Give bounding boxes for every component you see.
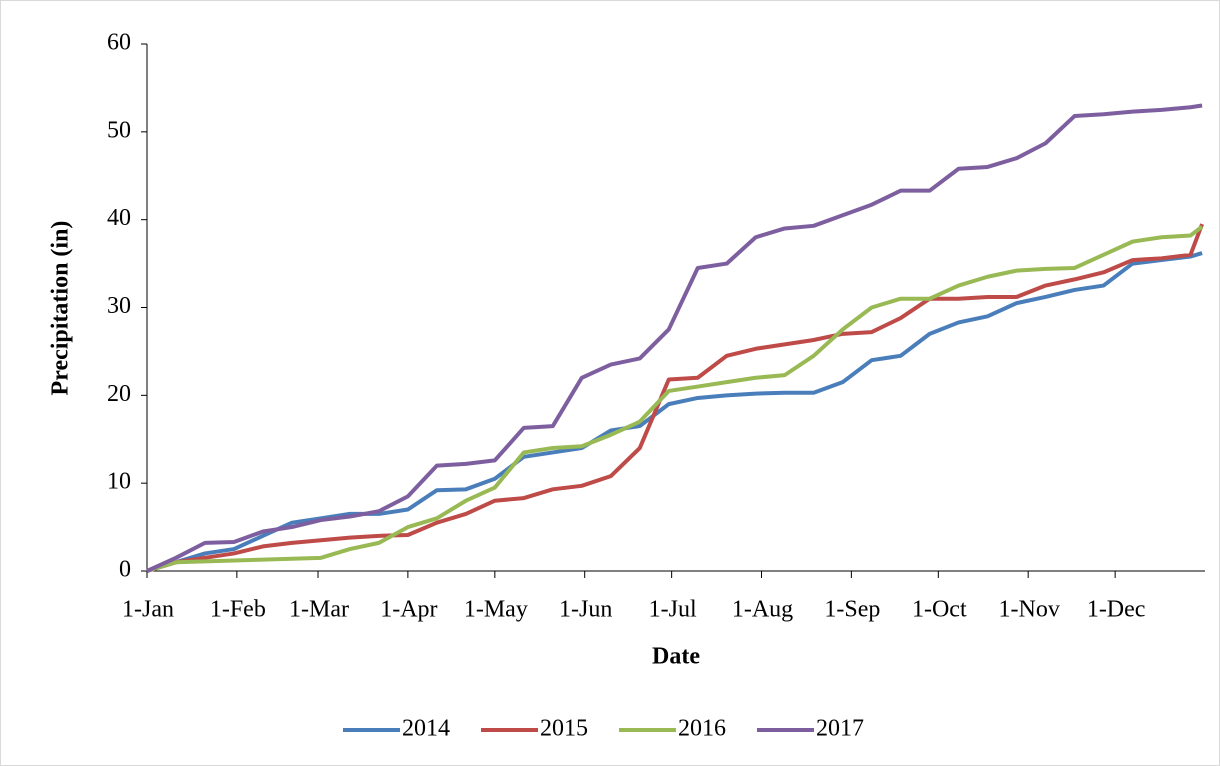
x-axis-label: Date: [652, 644, 700, 670]
legend-label: 2017: [816, 716, 864, 742]
x-tick-label: 1-Jul: [649, 597, 697, 623]
series-line: [146, 223, 1204, 573]
x-tick-label: 1-Apr: [380, 597, 437, 623]
y-tick-label: 60: [107, 30, 131, 56]
y-tick-label: 10: [107, 469, 131, 495]
y-tick-label: 40: [107, 205, 131, 231]
x-tick-label: 1-Jun: [559, 597, 612, 623]
y-tick-label: 30: [107, 293, 131, 319]
x-tick-label: 1-Nov: [999, 597, 1060, 623]
x-tick-label: 1-Oct: [912, 597, 967, 623]
series-line: [146, 225, 1204, 573]
x-tick-label: 1-May: [464, 597, 528, 623]
x-tick-label: 1-Jan: [122, 597, 174, 623]
y-tick-label: 20: [107, 381, 131, 407]
y-tick-label: 50: [107, 117, 131, 143]
legend-label: 2015: [540, 716, 588, 742]
x-tick-label: 1-Sep: [824, 597, 880, 623]
x-tick-label: 1-Dec: [1087, 597, 1146, 623]
legend-label: 2016: [678, 716, 726, 742]
x-tick-label: 1-Feb: [210, 597, 266, 623]
legend-label: 2014: [402, 716, 450, 742]
x-tick-label: 1-Aug: [732, 597, 793, 623]
y-tick-label: 0: [119, 557, 131, 583]
x-tick-label: 1-Mar: [289, 597, 349, 623]
y-axis-label: Precipitation (in): [48, 221, 74, 396]
series-line: [146, 103, 1203, 573]
